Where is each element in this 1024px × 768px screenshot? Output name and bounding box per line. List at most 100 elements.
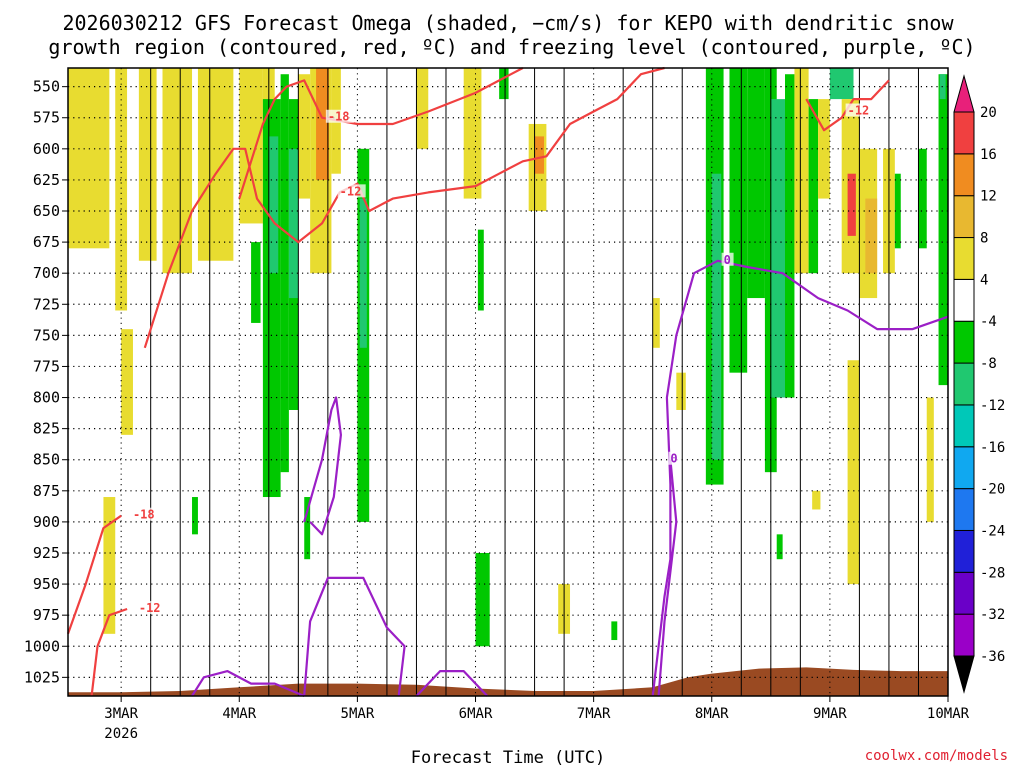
colorbar-label: 8 (980, 231, 988, 247)
y-tick-label: 600 (33, 140, 60, 158)
y-tick-label: 750 (33, 326, 60, 344)
x-tick-label: 10MAR (927, 706, 970, 722)
plot-frame (67, 67, 949, 697)
omega-cell (918, 148, 927, 249)
colorbar-label: -36 (980, 649, 1005, 665)
colorbar-swatch (953, 488, 975, 531)
y-tick-label: 1000 (24, 637, 60, 655)
colorbar-label: -32 (980, 607, 1005, 623)
colorbar-swatch (953, 404, 975, 448)
x-axis-label: Forecast Time (UTC) (411, 748, 605, 768)
omega-cell (475, 552, 490, 647)
omega-cell (611, 621, 618, 641)
colorbar-swatch (953, 362, 975, 406)
omega-cell (818, 99, 830, 199)
colorbar-label: -24 (980, 523, 1005, 539)
dgz-contour-label: -12 (340, 184, 362, 198)
omega-cell (938, 74, 948, 386)
x-tick-label: 7MAR (577, 706, 611, 722)
omega-cell (652, 298, 660, 348)
omega-cell (280, 74, 289, 473)
omega-cell (747, 68, 765, 299)
x-tick-label: 5MAR (341, 706, 375, 722)
colorbar-swatch (953, 237, 975, 280)
colorbar-label: -28 (980, 565, 1005, 581)
dgz-contour-label: -12 (139, 601, 161, 615)
y-axis-pressure: 550 575 600 625 650 675 700 725 750 775 800 825 850 8… (24, 78, 68, 686)
chart-title-line-2: growth region (contoured, red, ºC) and f… (48, 35, 975, 59)
omega-cell (115, 68, 128, 311)
y-tick-label: 650 (33, 202, 60, 220)
colorbar-swatch (953, 195, 975, 239)
omega-cell (103, 497, 116, 634)
contour-label-bg (136, 600, 165, 614)
x-tick-label: 8MAR (695, 706, 729, 722)
x-tick-label: 6MAR (459, 706, 493, 722)
x-axis-time: 3MAR 2026 4MAR 5MAR 6MAR 7MAR 8MAR 9MAR 10MAR (104, 696, 970, 742)
omega-cell (288, 148, 299, 299)
omega-cell (316, 68, 330, 180)
freezing-contour (303, 576, 406, 697)
colorbar-label: -8 (980, 356, 997, 372)
freezing-contour (191, 670, 305, 698)
y-tick-label: 775 (33, 357, 60, 375)
y-tick-label: 1025 (24, 668, 60, 686)
contour-label-bg (325, 109, 354, 123)
colorbar-arrow-low (953, 655, 975, 694)
contour-label-bg (721, 252, 734, 266)
freezing-contour (303, 396, 342, 536)
y-tick-label: 625 (33, 171, 60, 189)
colorbar-swatch (953, 571, 975, 615)
y-tick-label: 925 (33, 544, 60, 562)
colorbar-swatch (953, 446, 975, 490)
omega-cell (784, 74, 795, 398)
omega-cell (676, 372, 686, 410)
omega-cell (197, 68, 234, 261)
omega-cell (711, 173, 722, 460)
omega-cell (251, 242, 261, 323)
omega-cell (847, 173, 856, 236)
omega-cell (847, 360, 860, 585)
x-tick-label: 3MAR (104, 706, 138, 722)
chart-title-line-1: 2026030212 GFS Forecast Omega (shaded, −… (62, 11, 954, 35)
omega-cell (359, 198, 367, 348)
y-tick-label: 575 (33, 109, 60, 127)
omega-cell (534, 136, 545, 174)
credit-link[interactable]: coolwx.com/models (865, 748, 1008, 764)
dgz-contour-label: -12 (848, 104, 870, 118)
omega-cell (926, 397, 934, 522)
omega-cell (121, 329, 133, 435)
omega-cell (192, 497, 198, 535)
omega-cell (499, 68, 509, 100)
contour-label-bg (668, 451, 681, 465)
freezing-contour (657, 459, 678, 697)
omega-shading (68, 68, 948, 647)
x-tick-label: 9MAR (813, 706, 847, 722)
y-tick-label: 700 (33, 264, 60, 282)
omega-cell (865, 198, 878, 274)
freezing-contour (415, 670, 489, 697)
omega-cell (298, 74, 311, 199)
omega-cell (776, 534, 783, 560)
omega-cell (729, 68, 748, 373)
omega-cell (894, 173, 901, 249)
contour-lines: -18 -12 -18 -12 -12 0 0 (66, 66, 949, 698)
y-tick-label: 825 (33, 420, 60, 438)
y-tick-label: 875 (33, 482, 60, 500)
colorbar-swatch (953, 529, 975, 573)
colorbar-label: 12 (980, 189, 997, 205)
colorbar-label: 16 (980, 147, 997, 163)
grid-lines (68, 68, 948, 696)
omega-cell (477, 229, 484, 311)
colorbar-swatch (953, 278, 975, 322)
omega-cell (463, 68, 482, 199)
contour-label-bg (337, 184, 366, 198)
y-tick-label: 950 (33, 575, 60, 593)
dgz-contour (90, 607, 128, 697)
y-tick-label: 850 (33, 451, 60, 469)
freezing-contour (651, 259, 949, 697)
dgz-contour-label: -18 (328, 110, 350, 124)
y-tick-label: 900 (33, 513, 60, 531)
omega-cell (808, 99, 819, 274)
y-tick-label: 800 (33, 389, 60, 407)
